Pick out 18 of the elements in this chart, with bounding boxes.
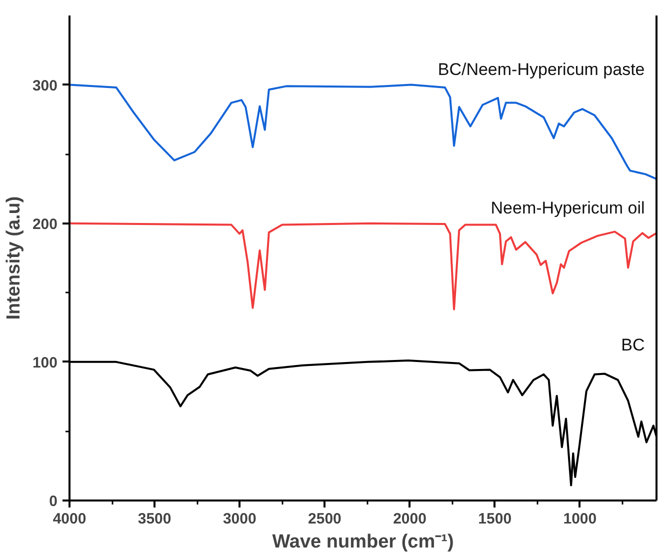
y-tick-label: 0 <box>49 493 58 510</box>
series-label: BC <box>621 336 645 355</box>
y-tick-label: 100 <box>32 354 58 372</box>
y-tick-label: 200 <box>32 216 58 233</box>
x-tick-label: 2000 <box>393 510 426 528</box>
x-tick-label: 4000 <box>52 510 86 528</box>
line-series <box>70 222 656 310</box>
y-axis-title: Intensity (a.u) <box>3 196 24 320</box>
x-tick-label: 1500 <box>478 510 512 528</box>
x-axis-title: Wave number (cm⁻¹) <box>272 532 454 552</box>
x-tick-label: 3500 <box>138 510 172 528</box>
line-series <box>70 84 656 180</box>
y-tick-label: 300 <box>32 77 58 94</box>
x-tick-label: 1000 <box>563 510 597 528</box>
series-label: Neem-Hypericum oil <box>490 198 645 218</box>
series-label: BC/Neem-Hypericum paste <box>438 60 645 79</box>
x-tick-label: 3000 <box>222 510 256 528</box>
x-tick-label: 2500 <box>308 510 342 528</box>
